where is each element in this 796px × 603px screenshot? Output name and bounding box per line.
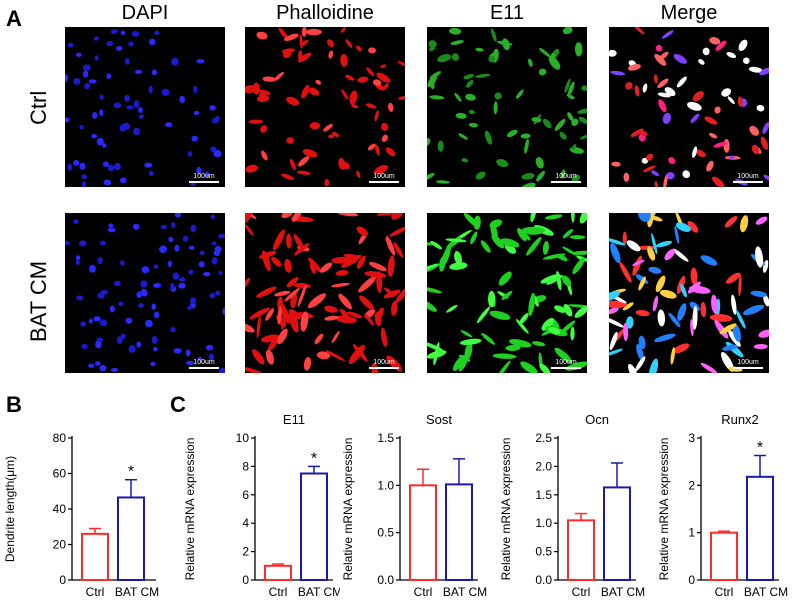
chart-title: E11	[283, 412, 305, 427]
y-axis-label: Dendrite length(μm)	[3, 456, 17, 562]
cell-texture	[245, 27, 405, 187]
category-label: Ctrl	[414, 585, 433, 599]
y-tick-label: 60	[53, 467, 67, 481]
y-axis-label: Relative mRNA expression	[499, 438, 513, 581]
row-label-ctrl: Ctrl	[26, 90, 51, 125]
y-tick-label: 40	[53, 502, 67, 516]
significance-marker: *	[311, 450, 317, 467]
bar-ctrl	[710, 531, 738, 581]
chart-title: Runx2	[721, 412, 759, 427]
category-label: Ctrl	[572, 585, 591, 599]
micrograph-batcm-dapi: 100um	[65, 213, 225, 373]
y-tick-label: 0.5	[377, 526, 394, 540]
micrograph-batcm-e11: 100um	[427, 213, 587, 373]
chart-dendrite-length: Dendrite length(μm) 0 20 40 60 80 Ctrl * BAT CM	[3, 431, 159, 599]
category-label: BAT CM	[744, 585, 788, 599]
bar-bat-cm	[300, 472, 328, 581]
category-label: Ctrl	[86, 585, 105, 599]
y-tick-label: 1.5	[535, 488, 552, 502]
chart-runx2-expression: Runx2 Relative mRNA expression 0 1 2 3 Ctrl * BA…	[657, 412, 788, 599]
panel-b-letter: B	[6, 392, 22, 417]
y-tick-label: 80	[53, 431, 67, 445]
y-tick-label: 0.0	[377, 573, 394, 587]
cell-texture	[245, 213, 405, 373]
y-tick-label: 6	[242, 488, 249, 502]
y-tick-label: 0.0	[535, 573, 552, 587]
chart-ocn-expression: Ocn Relative mRNA expression 0.0 0.5 1.0 1.5 2…	[499, 412, 645, 599]
y-tick-label: 1.0	[535, 516, 552, 530]
significance-marker: *	[128, 464, 134, 481]
cell-texture	[65, 213, 225, 373]
micrograph-batcm-merge: 100um	[609, 213, 769, 373]
scale-bar: 100um	[189, 359, 219, 369]
y-tick-label: 2.5	[535, 431, 552, 445]
scale-bar: 100um	[369, 359, 399, 369]
y-tick-label: 1.5	[377, 431, 394, 445]
bar-ctrl	[264, 564, 292, 582]
bar-bat-cm	[746, 475, 774, 581]
y-axis-label: Relative mRNA expression	[183, 438, 197, 581]
y-tick-label: 3	[688, 431, 695, 445]
scale-bar: 100um	[733, 359, 763, 369]
scale-bar: 100um	[369, 173, 399, 183]
cell-texture	[65, 29, 222, 187]
y-axis-label: Relative mRNA expression	[657, 438, 671, 581]
bar-ctrl	[567, 519, 595, 581]
panel-a-letter: A	[6, 6, 22, 31]
column-header-phalloidine: Phalloidine	[276, 2, 374, 24]
micrograph-ctrl-phalloidine: 100um	[245, 27, 405, 187]
chart-title: Ocn	[585, 412, 609, 427]
category-label: BAT CM	[443, 585, 487, 599]
scale-bar: 100um	[551, 359, 581, 369]
scale-bar: 100um	[733, 173, 763, 183]
y-tick-label: 1.0	[377, 478, 394, 492]
y-tick-label: 0	[59, 573, 66, 587]
y-tick-label: 1	[688, 526, 695, 540]
scale-bar: 100um	[189, 173, 219, 183]
micrograph-batcm-phalloidine: 100um	[245, 213, 405, 373]
category-label: Ctrl	[715, 585, 734, 599]
category-label: BAT CM	[601, 585, 645, 599]
category-label: Ctrl	[269, 585, 288, 599]
bar-bat-cm	[117, 496, 145, 581]
column-header-e11: E11	[489, 2, 525, 24]
chart-title: Sost	[426, 412, 452, 427]
scale-bar: 100um	[551, 173, 581, 183]
y-tick-label: 0.5	[535, 545, 552, 559]
significance-marker: *	[757, 440, 763, 457]
y-tick-label: 20	[53, 538, 67, 552]
category-label: BAT CM	[115, 585, 159, 599]
bar-bat-cm	[445, 483, 473, 581]
y-tick-label: 2	[688, 478, 695, 492]
chart-e11-expression: E11 Relative mRNA expression 0 2 4 6 8 10 Ctrl * B…	[183, 412, 340, 599]
micrograph-ctrl-dapi: 100um	[65, 27, 225, 187]
cell-texture	[609, 27, 769, 187]
panel-c-letter: C	[170, 392, 186, 417]
bar-bat-cm	[603, 486, 631, 581]
cell-texture	[427, 213, 587, 373]
category-label: BAT CM	[298, 585, 340, 599]
micrograph-ctrl-merge: 100um	[609, 27, 769, 187]
micrograph-ctrl-e11: 100um	[427, 27, 587, 187]
y-tick-label: 10	[236, 431, 250, 445]
bar-ctrl	[409, 484, 437, 581]
cell-texture	[427, 27, 587, 187]
chart-sost-expression: Sost Relative mRNA expression 0.0 0.5 1.0 1.5…	[341, 412, 487, 599]
column-header-merge: Merge	[660, 2, 718, 24]
row-label-bat-cm: BAT CM	[26, 260, 51, 342]
y-tick-label: 2	[242, 545, 249, 559]
bar-ctrl	[81, 532, 109, 581]
y-axis-label: Relative mRNA expression	[341, 438, 355, 581]
y-tick-label: 0	[688, 573, 695, 587]
cell-texture	[609, 213, 769, 373]
y-tick-label: 8	[242, 459, 249, 473]
y-tick-label: 4	[242, 516, 249, 530]
y-tick-label: 2.0	[535, 459, 552, 473]
column-header-dapi: DAPI	[121, 2, 169, 24]
y-tick-label: 0	[242, 573, 249, 587]
